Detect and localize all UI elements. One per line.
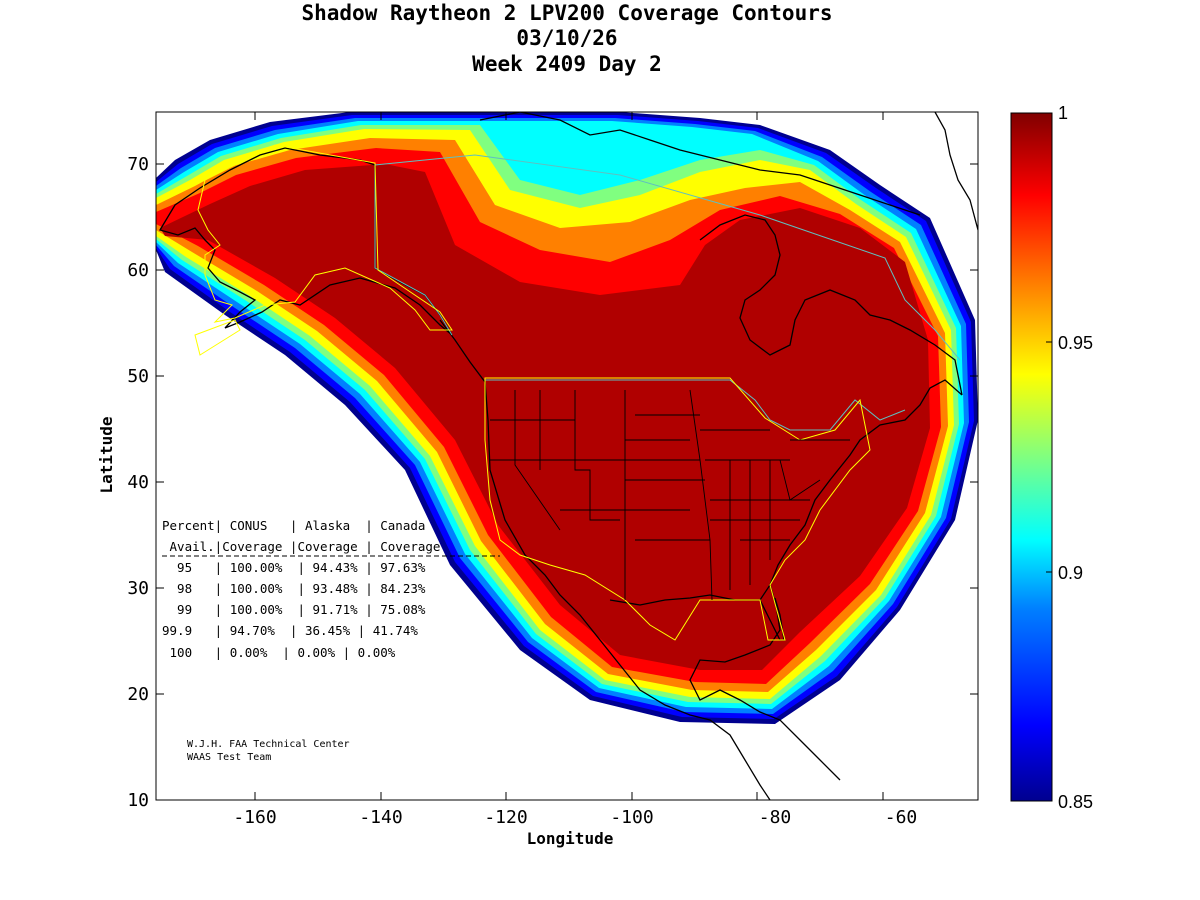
y-tick-label: 20: [127, 684, 149, 705]
chart-title-line1: Shadow Raytheon 2 LPV200 Coverage Contou…: [301, 1, 833, 25]
colorbar-ticks: [1046, 112, 1052, 802]
y-tick-label: 10: [127, 790, 149, 811]
y-axis-label: Latitude: [97, 416, 116, 493]
colorbar-label-0.9: 0.9: [1058, 563, 1083, 583]
x-tick-label: -140: [359, 807, 402, 828]
colorbar-label-1: 1: [1058, 103, 1068, 123]
x-tick-labels: -160 -140 -120 -100 -80 -60: [233, 807, 917, 828]
contour-1.0: [160, 164, 930, 670]
state-line: [779, 459, 821, 501]
x-tick-label: -80: [759, 807, 792, 828]
colorbar-label-0.95: 0.95: [1058, 333, 1093, 353]
y-tick-label: 70: [127, 154, 149, 175]
us-canada-border: [485, 379, 906, 431]
alaska-coast: [159, 147, 453, 336]
table-row: 100 | 0.00% | 0.00% | 0.00%: [162, 645, 396, 660]
state-line: [574, 390, 620, 521]
x-ticks: [254, 112, 884, 800]
colorbar-labels: 1 0.95 0.9 0.85: [1058, 103, 1093, 812]
credits: W.J.H. FAA Technical Center WAAS Test Te…: [187, 739, 350, 763]
table-row: 98 | 100.00% | 93.48% | 84.23%: [162, 581, 426, 596]
coastlines: [159, 112, 978, 800]
table-row: 99.9 | 94.70% | 36.45% | 41.74%: [162, 623, 418, 638]
table-header-1: Percent| CONUS | Alaska | Canada: [162, 518, 425, 533]
table-row: 99 | 100.00% | 91.71% | 75.08%: [162, 602, 426, 617]
colorbar-label-0.85: 0.85: [1058, 792, 1093, 812]
x-axis-label: Longitude: [527, 829, 614, 848]
aleutian-region: [194, 319, 241, 356]
y-tick-label: 50: [127, 366, 149, 387]
state-line: [689, 389, 713, 601]
state-lines: [490, 389, 850, 601]
y-tick-labels: 10 20 30 40 50 60 70: [127, 154, 149, 811]
borders: [194, 144, 961, 641]
conus-faa-region: [484, 377, 871, 641]
plot-frame: [155, 111, 979, 801]
x-tick-label: -100: [610, 807, 653, 828]
atlantic-coast: [689, 379, 963, 781]
hudson-bay: [699, 214, 963, 396]
y-tick-label: 40: [127, 472, 149, 493]
chart-title-date: 03/10/26: [516, 26, 618, 50]
table-row: 95 | 100.00% | 94.43% | 97.63%: [162, 560, 426, 575]
alaska-faa-region: [197, 144, 453, 331]
y-tick-label: 30: [127, 578, 149, 599]
pacific-coast: [439, 319, 771, 800]
arctic-islands: [479, 112, 921, 216]
x-tick-label: -120: [484, 807, 527, 828]
greenland-edge: [934, 112, 978, 231]
x-tick-label: -60: [885, 807, 918, 828]
y-tick-label: 60: [127, 260, 149, 281]
state-line: [514, 390, 561, 531]
y-ticks: [156, 163, 978, 695]
x-tick-label: -160: [233, 807, 276, 828]
credits-line-1: W.J.H. FAA Technical Center: [187, 739, 350, 750]
alaska-canada-border: [374, 165, 453, 336]
credits-line-2: WAAS Test Team: [187, 752, 271, 763]
colorbar: [1010, 112, 1053, 802]
table-header-2: Avail.|Coverage |Coverage | Coverage: [162, 539, 440, 554]
chart-title-week: Week 2409 Day 2: [472, 52, 662, 76]
coverage-table: Percent| CONUS | Alaska | Canada Avail.|…: [162, 518, 500, 660]
canada-north-border: [374, 154, 961, 361]
